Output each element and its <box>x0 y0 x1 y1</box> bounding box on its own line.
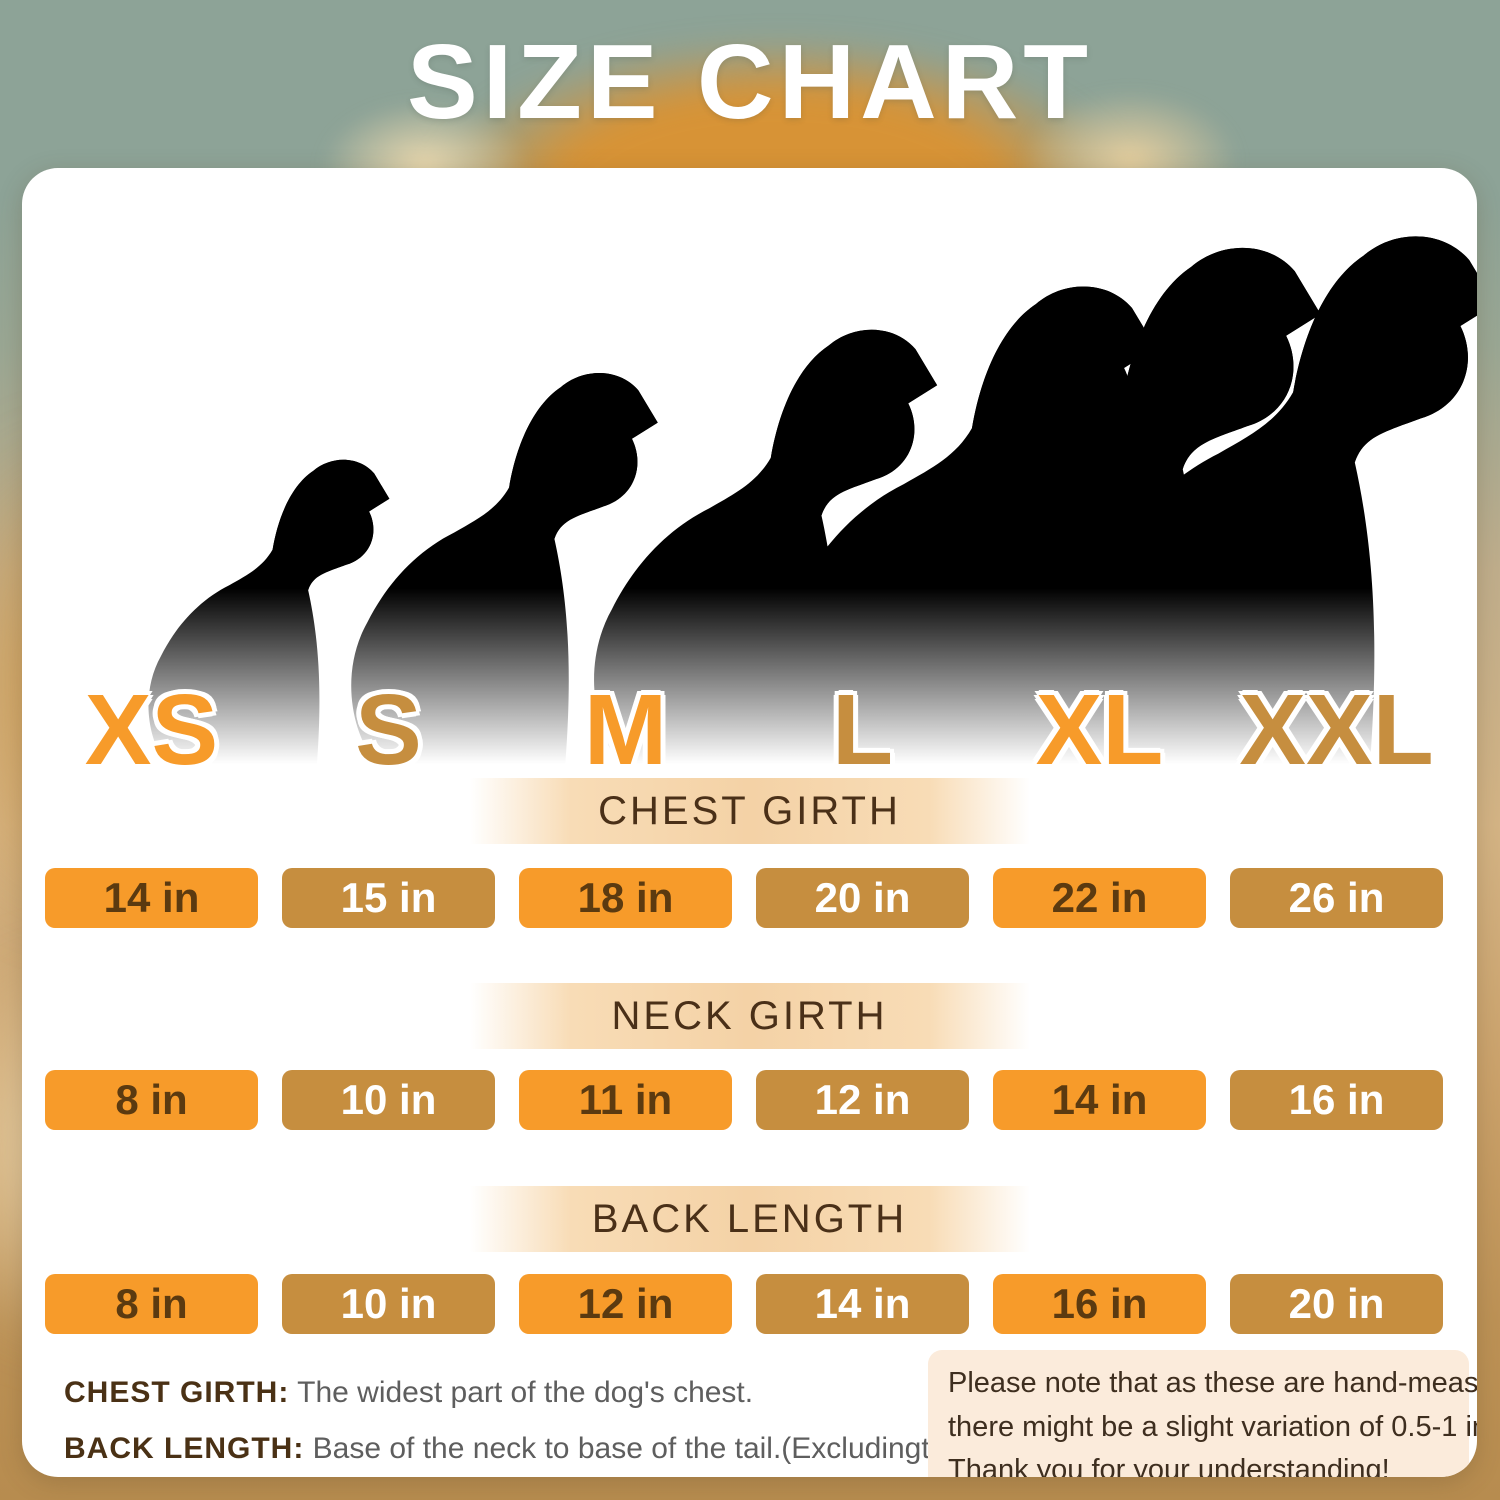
section-header-back-length: BACK LENGTH <box>469 1186 1030 1252</box>
measurement-cell: 14 in <box>993 1070 1206 1130</box>
size-label-row: XS S M L XL XXL <box>45 673 1443 783</box>
measurement-cell: 16 in <box>1230 1070 1443 1130</box>
measurement-cell: 26 in <box>1230 868 1443 928</box>
back-length-definition: BACK LENGTH: Base of the neck to base of… <box>64 1432 1011 1466</box>
size-label-l: L <box>831 674 894 786</box>
disclaimer-line: Thank you for your understanding! <box>948 1454 1390 1477</box>
size-chart-card: XS S M L XL XXL CHEST GIRTH 14 in 15 in … <box>22 168 1477 1477</box>
neck-girth-row: 8 in 10 in 11 in 12 in 14 in 16 in <box>45 1070 1443 1130</box>
definition-text: The widest part of the dog's chest. <box>297 1376 754 1409</box>
dog-fade-overlay <box>22 588 1477 788</box>
measurement-cell: 16 in <box>993 1274 1206 1334</box>
measurement-cell: 20 in <box>1230 1274 1443 1334</box>
section-header-neck-girth: NECK GIRTH <box>469 983 1030 1049</box>
size-label-xxl: XXL <box>1239 674 1434 786</box>
chest-girth-row: 14 in 15 in 18 in 20 in 22 in 26 in <box>45 868 1443 928</box>
definition-label: BACK LENGTH: <box>64 1432 305 1465</box>
measurement-cell: 10 in <box>282 1274 495 1334</box>
measurement-cell: 11 in <box>519 1070 732 1130</box>
section-header-chest-girth: CHEST GIRTH <box>469 778 1030 844</box>
chest-girth-definition: CHEST GIRTH: The widest part of the dog'… <box>64 1376 944 1410</box>
measurement-cell: 8 in <box>45 1274 258 1334</box>
measurement-cell: 22 in <box>993 868 1206 928</box>
measurement-cell: 12 in <box>519 1274 732 1334</box>
measurement-cell: 18 in <box>519 868 732 928</box>
disclaimer-line: there might be a slight variation of 0.5… <box>948 1410 1477 1443</box>
measurement-cell: 20 in <box>756 868 969 928</box>
hand-measured-disclaimer: Please note that as these are hand-measu… <box>928 1350 1477 1477</box>
definition-label: CHEST GIRTH: <box>64 1376 290 1409</box>
page-title: SIZE CHART <box>407 23 1093 141</box>
size-label-s: S <box>355 674 422 786</box>
definition-text: Base of the neck to base of the tail.(Ex… <box>312 1432 1012 1465</box>
measurement-cell: 14 in <box>756 1274 969 1334</box>
measurement-cell: 10 in <box>282 1070 495 1130</box>
measurement-cell: 15 in <box>282 868 495 928</box>
size-label-xs: XS <box>84 674 219 786</box>
size-label-xl: XL <box>1035 674 1164 786</box>
measurement-cell: 8 in <box>45 1070 258 1130</box>
measurement-cell: 14 in <box>45 868 258 928</box>
measurement-definitions: CHEST GIRTH: The widest part of the dog'… <box>64 1376 1011 1477</box>
size-label-m: M <box>583 674 668 786</box>
disclaimer-line: Please note that as these are hand-measu… <box>948 1367 1477 1399</box>
measurement-cell: 12 in <box>756 1070 969 1130</box>
back-length-row: 8 in 10 in 12 in 14 in 16 in 20 in <box>45 1274 1443 1334</box>
